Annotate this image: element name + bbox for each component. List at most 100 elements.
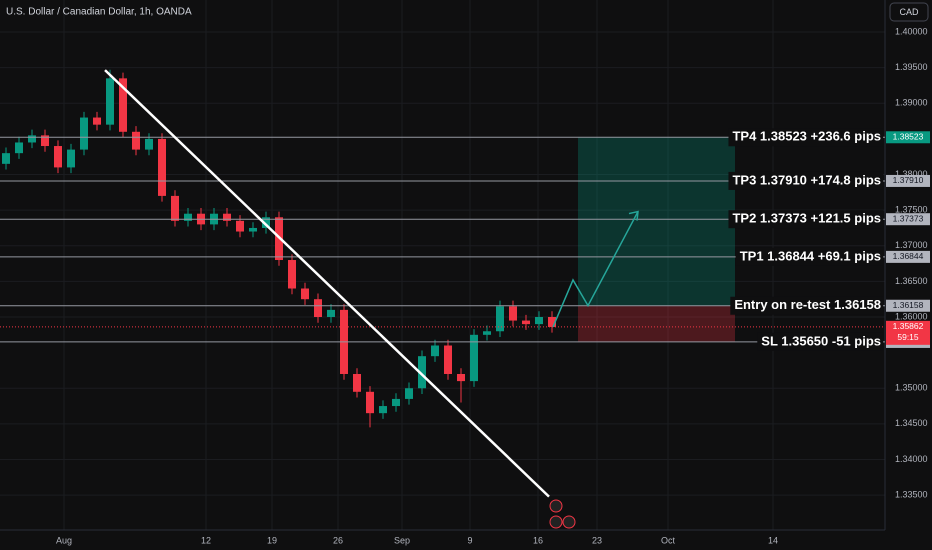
price-tag [886, 250, 930, 263]
candle-body [93, 117, 101, 125]
candle-body [106, 78, 114, 125]
level-label: TP1 1.36844 +69.1 pips [740, 248, 881, 263]
candle-body [67, 149, 75, 168]
x-tick-label: 12 [201, 535, 211, 545]
event-icon [562, 515, 576, 529]
y-tick-label: 1.34500 [895, 418, 928, 428]
y-tick-label: 1.40000 [895, 26, 928, 36]
level-label: TP2 1.37373 +121.5 pips [732, 211, 881, 226]
level-label: TP3 1.37910 +174.8 pips [732, 172, 881, 187]
candle-body [262, 217, 270, 228]
candle-body [119, 78, 127, 132]
projection-arrowhead [628, 210, 639, 221]
candle-body [353, 373, 361, 392]
candle-body [548, 317, 556, 327]
level-label-bg [728, 128, 883, 147]
candle-body [132, 131, 140, 150]
y-tick-label: 1.39500 [895, 62, 928, 72]
candle-body [15, 142, 23, 154]
level-label-bg [728, 210, 883, 229]
currency-label: CAD [899, 7, 919, 17]
candle-body [366, 391, 374, 414]
x-tick-label: 19 [267, 535, 277, 545]
grid [0, 0, 885, 530]
candle-body [470, 334, 478, 382]
level-label: Entry on re-test 1.36158 [734, 297, 881, 312]
candle-body [418, 356, 426, 389]
x-tick-label: 16 [533, 535, 543, 545]
candle-body [483, 331, 491, 335]
chart-title: U.S. Dollar / Canadian Dollar, 1h, OANDA [6, 7, 192, 18]
y-tick-label: 1.33500 [895, 489, 928, 499]
currency-button[interactable] [889, 2, 929, 22]
level-label: SL 1.35650 -51 pips [761, 333, 881, 348]
price-tag [886, 299, 930, 312]
level-label-bg [730, 296, 883, 315]
level-label-bg [735, 247, 883, 266]
trendline [104, 69, 550, 498]
candle-body [145, 138, 153, 150]
candle-body [288, 260, 296, 289]
x-tick-label: 23 [592, 535, 602, 545]
candle-body [496, 306, 504, 332]
event-icons [549, 499, 576, 529]
candle-body [522, 320, 530, 325]
candle-body [54, 146, 62, 168]
stop-zone [578, 305, 735, 342]
x-tick-label: Oct [661, 535, 676, 545]
y-tick-label: 1.36000 [895, 311, 928, 321]
x-tick-label: 14 [768, 535, 778, 545]
candle-body [392, 398, 400, 407]
candle-body [41, 135, 49, 147]
candle-body [171, 195, 179, 221]
candle-body [249, 227, 257, 232]
candle-body [379, 406, 387, 414]
price-tag-label: 1.36158 [893, 300, 924, 310]
event-icon [549, 499, 563, 513]
candle-body [236, 220, 244, 232]
projection-path [552, 211, 639, 328]
y-tick-label: 1.36500 [895, 276, 928, 286]
candle-body [184, 213, 192, 221]
candle-body [2, 153, 10, 164]
candle-body [509, 306, 517, 321]
candle-body [314, 299, 322, 318]
candle-body [444, 345, 452, 374]
price-tag-label: 1.36844 [893, 251, 924, 261]
candle-body [158, 138, 166, 196]
x-tick-label: 26 [333, 535, 343, 545]
level-label-bg [728, 171, 883, 190]
price-tag [886, 131, 930, 144]
candle-body [223, 213, 231, 221]
candle-body [80, 117, 88, 150]
candle-body [535, 317, 543, 325]
current-price-tag [886, 320, 930, 345]
event-icon [549, 515, 563, 529]
price-tag-label: 1.38523 [893, 132, 924, 142]
price-tag [886, 213, 930, 226]
y-tick-label: 1.37000 [895, 240, 928, 250]
level-label: TP4 1.38523 +236.6 pips [732, 129, 881, 144]
price-tag-label: 1.37373 [893, 213, 924, 223]
x-tick-label: Sep [394, 535, 410, 545]
countdown-label: 59:15 [897, 332, 919, 342]
candle-body [327, 309, 335, 318]
candle-body [457, 373, 465, 382]
y-tick-label: 1.39000 [895, 98, 928, 108]
y-tick-label: 1.37500 [895, 205, 928, 215]
current-price-label: 1.35862 [893, 321, 924, 331]
price-tag [886, 174, 930, 187]
candle-body [28, 135, 36, 143]
candle-body [431, 345, 439, 357]
candle-body [405, 388, 413, 399]
y-tick-label: 1.38000 [895, 169, 928, 179]
x-tick-label: 9 [467, 535, 472, 545]
x-tick-label: Aug [56, 535, 72, 545]
candle-body [301, 288, 309, 300]
price-tag-label: 1.37910 [893, 175, 924, 185]
level-label-bg [757, 332, 883, 351]
y-tick-label: 1.35000 [895, 383, 928, 393]
